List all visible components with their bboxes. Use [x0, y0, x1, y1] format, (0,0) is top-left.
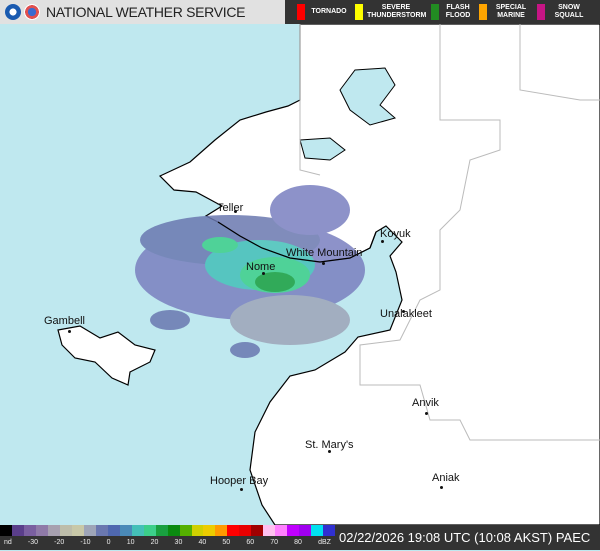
page-title: NATIONAL WEATHER SERVICE — [46, 4, 246, 20]
place-white-mountain: White Mountain — [286, 247, 363, 259]
place-teller: Teller — [217, 202, 244, 214]
scale-swatch — [143, 525, 156, 536]
scale-tick: -20 — [54, 539, 65, 546]
place-aniak: Aniak — [432, 472, 460, 484]
warning-snow-squall: SNOW SQUALL — [537, 4, 589, 20]
scale-tick: -30 — [27, 539, 39, 546]
radar-echoes — [135, 185, 365, 358]
place-dot — [322, 262, 325, 265]
header-brand: NATIONAL WEATHER SERVICE — [0, 0, 285, 24]
scale-tick: 0 — [106, 539, 111, 546]
warning-legend: TORNADO SEVERE THUNDERSTORM FLASH FLOOD … — [285, 0, 600, 24]
scale-tick: 30 — [174, 539, 183, 546]
scale-swatch — [263, 525, 276, 536]
place-st-marys: St. Mary's — [305, 439, 354, 451]
scale-tick: 10 — [126, 539, 135, 546]
scale-swatch — [35, 525, 48, 536]
place-gambell: Gambell — [44, 315, 85, 327]
scale-swatch — [287, 525, 300, 536]
scale-swatch — [0, 525, 12, 536]
place-dot — [381, 240, 384, 243]
scale-swatch — [47, 525, 60, 536]
scale-swatch — [275, 525, 288, 536]
scale-swatch — [239, 525, 252, 536]
timestamp-bar: 02/22/2026 19:08 UTC (10:08 AKST) PAEC — [335, 525, 600, 550]
scale-tick: 50 — [222, 539, 231, 546]
place-koyuk: Koyuk — [380, 228, 411, 240]
place-dot — [328, 450, 331, 453]
nws-logo-icon — [24, 4, 40, 20]
scale-tick: 40 — [198, 539, 207, 546]
timestamp: 02/22/2026 19:08 UTC (10:08 AKST) — [339, 530, 553, 545]
reflectivity-legend: nd -30 -20 -10 0 10 20 30 40 50 60 70 80 dBZ — [0, 525, 336, 550]
scale-tick: 70 — [270, 539, 279, 546]
imuruk-basin — [299, 137, 346, 161]
st-lawrence-island — [57, 325, 156, 386]
kotzebue-sound — [339, 67, 397, 126]
scale-swatch — [83, 525, 96, 536]
warning-special-marine: SPECIAL MARINE — [479, 4, 531, 20]
warning-severe-thunderstorm: SEVERE THUNDERSTORM — [355, 4, 426, 20]
place-dot — [402, 310, 405, 313]
radar-map[interactable] — [0, 24, 600, 525]
place-dot — [425, 412, 428, 415]
place-nome: Nome — [246, 261, 276, 273]
scale-swatch — [215, 525, 228, 536]
place-hooper-bay: Hooper Bay — [210, 475, 269, 487]
scale-swatch — [251, 525, 264, 536]
color-scale — [0, 525, 336, 536]
warning-flash-flood: FLASH FLOOD — [431, 4, 473, 20]
scale-tick: nd — [4, 539, 12, 546]
place-dot — [262, 272, 265, 275]
scale-swatch — [119, 525, 132, 536]
place-dot — [240, 488, 243, 491]
scale-swatch — [131, 525, 144, 536]
scale-ticks: nd -30 -20 -10 0 10 20 30 40 50 60 70 80 dBZ — [0, 539, 335, 546]
scale-swatch — [11, 525, 24, 536]
scale-swatch — [107, 525, 120, 536]
scale-swatch — [203, 525, 216, 536]
scale-tick: dBZ — [318, 539, 331, 546]
scale-swatch — [299, 525, 312, 536]
scale-swatch — [95, 525, 108, 536]
place-dot — [68, 330, 71, 333]
station-id: PAEC — [555, 530, 591, 545]
place-anvik: Anvik — [412, 397, 439, 409]
scale-swatch — [227, 525, 240, 536]
scale-swatch — [323, 525, 336, 536]
coast-overlay — [217, 221, 377, 263]
scale-swatch — [179, 525, 192, 536]
scale-swatch — [311, 525, 324, 536]
header: NATIONAL WEATHER SERVICE TORNADO SEVERE … — [0, 0, 600, 24]
place-unalakleet: Unalakleet — [380, 308, 432, 320]
warning-tornado: TORNADO — [297, 4, 349, 20]
scale-tick: 80 — [294, 539, 302, 546]
place-dot — [440, 486, 443, 489]
noaa-logo-icon — [5, 4, 21, 20]
place-dot — [234, 210, 237, 213]
scale-tick: -10 — [80, 539, 91, 546]
scale-tick: 20 — [150, 539, 159, 546]
scale-tick: 60 — [246, 539, 255, 546]
boundaries — [299, 24, 600, 441]
scale-swatch — [191, 525, 204, 536]
scale-swatch — [23, 525, 36, 536]
scale-swatch — [71, 525, 84, 536]
scale-swatch — [167, 525, 180, 536]
scale-swatch — [59, 525, 72, 536]
scale-swatch — [155, 525, 168, 536]
